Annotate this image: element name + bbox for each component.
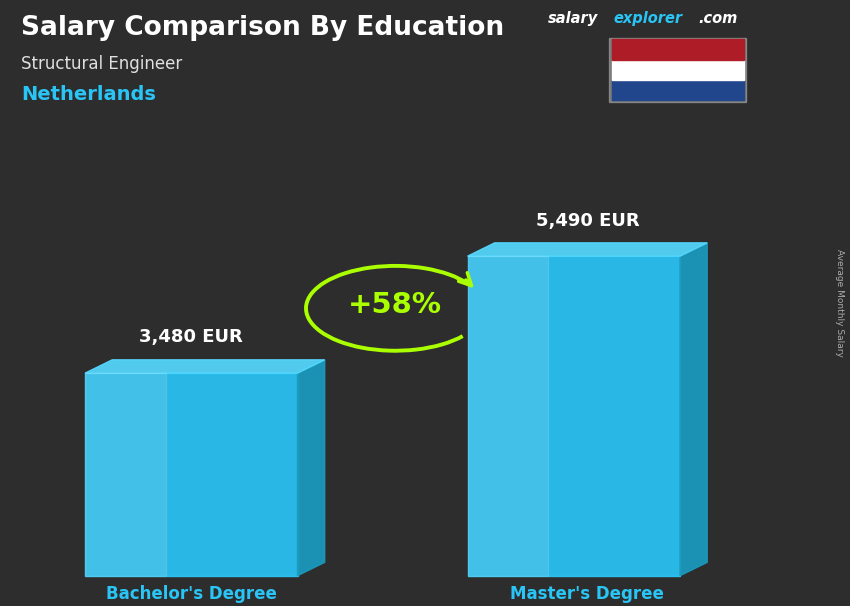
Polygon shape (298, 360, 325, 576)
Bar (612, 59, 744, 80)
Text: Netherlands: Netherlands (21, 85, 156, 104)
Bar (468, 256, 680, 576)
Polygon shape (468, 243, 707, 256)
Bar (609, 38, 746, 102)
Bar (468, 256, 548, 576)
Text: Average Monthly Salary: Average Monthly Salary (836, 249, 844, 357)
Bar (85, 373, 166, 576)
Text: Bachelor's Degree: Bachelor's Degree (105, 585, 277, 603)
Bar (612, 39, 744, 59)
Text: .com: .com (699, 11, 738, 26)
Polygon shape (85, 360, 325, 373)
Text: Structural Engineer: Structural Engineer (21, 55, 183, 73)
Polygon shape (680, 243, 707, 576)
Text: Salary Comparison By Education: Salary Comparison By Education (21, 15, 504, 41)
Text: explorer: explorer (614, 11, 683, 26)
Text: Master's Degree: Master's Degree (510, 585, 665, 603)
Bar (85, 373, 298, 576)
Text: salary: salary (548, 11, 598, 26)
Text: 5,490 EUR: 5,490 EUR (536, 211, 639, 230)
Bar (612, 80, 744, 100)
Text: +58%: +58% (348, 291, 442, 319)
Text: 3,480 EUR: 3,480 EUR (139, 328, 243, 347)
